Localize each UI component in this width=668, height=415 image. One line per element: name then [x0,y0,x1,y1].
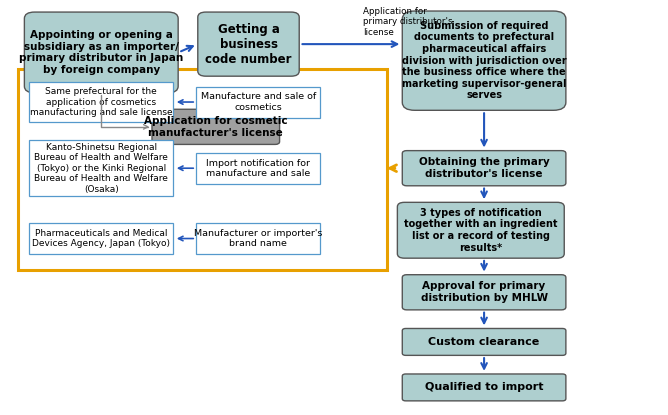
Text: Same prefectural for the
application of cosmetics
manufacturing and sale license: Same prefectural for the application of … [30,87,172,117]
Text: Approval for primary
distribution by MHLW: Approval for primary distribution by MHL… [421,281,548,303]
FancyBboxPatch shape [402,374,566,401]
Text: Submission of required
documents to prefectural
pharmaceutical affairs
division : Submission of required documents to pref… [401,21,566,100]
FancyBboxPatch shape [198,12,299,76]
Bar [196,153,321,184]
Text: 3 types of notification
together with an ingredient
list or a record of testing
: 3 types of notification together with an… [404,208,558,253]
FancyBboxPatch shape [152,109,280,144]
FancyBboxPatch shape [397,203,564,258]
Text: Import notification for
manufacture and sale: Import notification for manufacture and … [206,159,311,178]
Text: Manufacture and sale of
cosmetics: Manufacture and sale of cosmetics [200,92,316,112]
FancyBboxPatch shape [402,275,566,310]
Text: Obtaining the primary
distributor's license: Obtaining the primary distributor's lice… [419,157,550,179]
Text: Qualified to import: Qualified to import [425,382,543,393]
Text: Manufacturer or importer's
brand name: Manufacturer or importer's brand name [194,229,323,248]
Bar [196,223,321,254]
Text: Custom clearance: Custom clearance [428,337,540,347]
FancyBboxPatch shape [24,12,178,93]
Text: Pharmaceuticals and Medical
Devices Agency, Japan (Tokyo): Pharmaceuticals and Medical Devices Agen… [32,229,170,248]
Text: Getting a
business
code number: Getting a business code number [205,23,292,66]
FancyBboxPatch shape [402,11,566,110]
Text: Application for
primary distributor's
license: Application for primary distributor's li… [363,7,453,37]
FancyBboxPatch shape [402,329,566,355]
Bar [29,83,173,122]
Text: Appointing or opening a
subsidiary as an importer/
primary distributor in Japan
: Appointing or opening a subsidiary as an… [19,30,184,75]
Text: Kanto-Shinetsu Regional
Bureau of Health and Welfare
(Tokyo) or the Kinki Region: Kanto-Shinetsu Regional Bureau of Health… [34,143,168,193]
Text: Application for cosmetic
manufacturer's license: Application for cosmetic manufacturer's … [144,116,288,138]
Bar [29,140,173,196]
FancyBboxPatch shape [402,151,566,186]
Bar [29,223,173,254]
Bar [196,86,321,117]
